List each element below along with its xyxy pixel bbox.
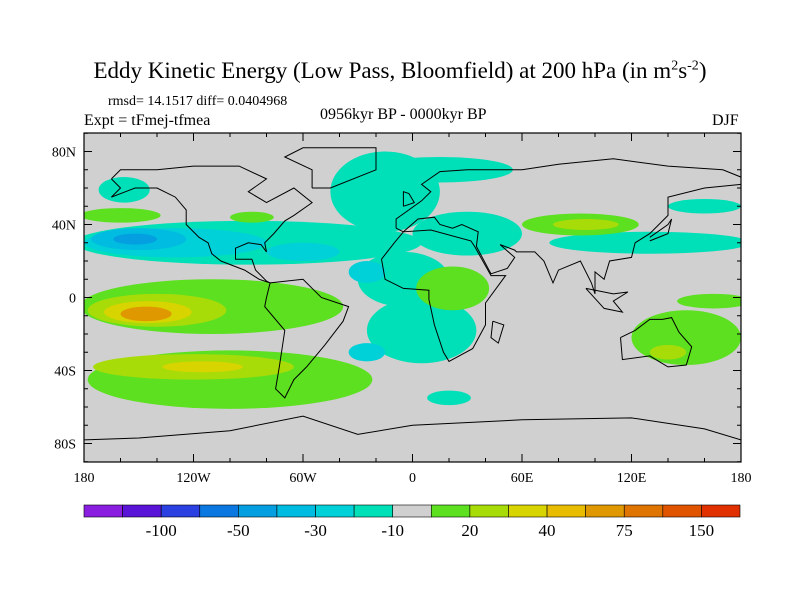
coastline-7 bbox=[84, 415, 741, 441]
coastline-5 bbox=[395, 183, 741, 295]
anomaly-region-16 bbox=[549, 231, 741, 254]
title-close: ) bbox=[698, 58, 707, 83]
colorbar-box-10 bbox=[469, 504, 509, 518]
coastline-11 bbox=[585, 287, 629, 313]
lon-tick-label: 180 bbox=[74, 471, 95, 486]
anomaly-region-3 bbox=[113, 233, 157, 245]
anomaly-region-7 bbox=[98, 177, 150, 203]
anomaly-region-28 bbox=[416, 266, 490, 311]
lat-tick-label: 80S bbox=[54, 438, 76, 453]
lat-tick-label: 40S bbox=[54, 365, 76, 380]
lon-tick-label: 120E bbox=[617, 471, 647, 486]
lat-tick-label: 80N bbox=[52, 146, 76, 161]
anomaly-region-31 bbox=[649, 344, 687, 360]
anomaly-region-29 bbox=[631, 310, 741, 366]
lon-tick-label: 0 bbox=[409, 471, 416, 486]
lon-tick-label: 180 bbox=[731, 471, 752, 486]
colorbar-box-5 bbox=[276, 504, 316, 518]
colorbar-box-9 bbox=[430, 504, 471, 518]
colorbar-box-7 bbox=[353, 504, 394, 518]
colorbar-label: -30 bbox=[304, 521, 327, 540]
coastline-4 bbox=[395, 158, 741, 229]
coastline-layer bbox=[84, 147, 741, 441]
anomaly-region-17 bbox=[668, 198, 741, 214]
colorbar-box-14 bbox=[623, 504, 664, 518]
coastline-6 bbox=[620, 317, 693, 368]
lon-tick-label: 60W bbox=[289, 471, 317, 486]
anomaly-region-9 bbox=[366, 156, 513, 183]
title-sup-2: 2 bbox=[671, 58, 679, 74]
stats-text: rmsd= 14.1517 diff= 0.0404968 bbox=[108, 94, 288, 109]
title-text: Eddy Kinetic Energy (Low Pass, Bloomfiel… bbox=[93, 58, 672, 83]
anomaly-region-14 bbox=[348, 343, 386, 362]
colorbar-box-2 bbox=[160, 504, 201, 518]
coastline-2 bbox=[264, 278, 350, 399]
colorbar-label: -10 bbox=[381, 521, 404, 540]
anomaly-region-6 bbox=[230, 211, 274, 223]
anomaly-region-24 bbox=[120, 306, 172, 322]
colorbar-box-16 bbox=[701, 504, 741, 518]
anomaly-region-30 bbox=[677, 293, 741, 309]
colorbar-box-6 bbox=[315, 504, 355, 518]
plot-title: Eddy Kinetic Energy (Low Pass, Bloomfiel… bbox=[0, 58, 800, 84]
anomaly-fill-layer bbox=[84, 151, 741, 409]
colorbar-box-4 bbox=[238, 504, 278, 518]
colorbar-box-11 bbox=[508, 504, 548, 518]
period-label: 0956kyr BP - 0000kyr BP bbox=[320, 106, 487, 123]
coastline-10 bbox=[490, 320, 505, 344]
coastline-8 bbox=[402, 191, 416, 207]
lat-tick-label: 40N bbox=[52, 219, 76, 234]
coastline-1 bbox=[283, 147, 377, 189]
anomaly-region-12 bbox=[366, 297, 477, 364]
colorbar-box-1 bbox=[122, 504, 162, 518]
lon-tick-label: 120W bbox=[176, 471, 211, 486]
colorbar-box-3 bbox=[199, 504, 239, 518]
colorbar-label: 20 bbox=[461, 521, 478, 540]
experiment-label: Expt = tFmej-tfmea bbox=[84, 112, 211, 129]
coastline-3 bbox=[381, 229, 507, 363]
anomaly-region-4 bbox=[266, 242, 340, 261]
title-unit-s: s bbox=[678, 58, 688, 83]
colorbar-box-0 bbox=[83, 504, 123, 518]
coastline-9 bbox=[649, 218, 673, 242]
axis-ticks: 80N 40N 0 40S 80S 180 120W 60W 0 60E 120E 180 bbox=[52, 132, 752, 486]
lon-tick-label: 60E bbox=[511, 471, 534, 486]
coastline-0 bbox=[111, 165, 313, 284]
anomaly-region-20 bbox=[553, 219, 619, 230]
anomaly-region-13 bbox=[348, 261, 386, 283]
title-sup-minus2: -2 bbox=[687, 58, 699, 74]
colorbar: -100 -50 -30 -10 20 40 75 150 bbox=[83, 504, 741, 540]
colorbar-label: 40 bbox=[539, 521, 556, 540]
colorbar-label: -50 bbox=[227, 521, 250, 540]
colorbar-label: 75 bbox=[616, 521, 633, 540]
colorbar-box-8 bbox=[392, 504, 432, 518]
season-label: DJF bbox=[712, 112, 739, 129]
colorbar-box-12 bbox=[546, 504, 586, 518]
anomaly-region-5 bbox=[84, 208, 161, 223]
anomaly-region-10 bbox=[412, 211, 522, 256]
anomaly-region-15 bbox=[427, 390, 471, 406]
anomaly-region-27 bbox=[162, 361, 243, 373]
colorbar-box-15 bbox=[662, 504, 702, 518]
colorbar-box-13 bbox=[585, 504, 625, 518]
lat-tick-label: 0 bbox=[69, 292, 76, 307]
colorbar-label: -100 bbox=[146, 521, 177, 540]
colorbar-label: 150 bbox=[689, 521, 715, 540]
